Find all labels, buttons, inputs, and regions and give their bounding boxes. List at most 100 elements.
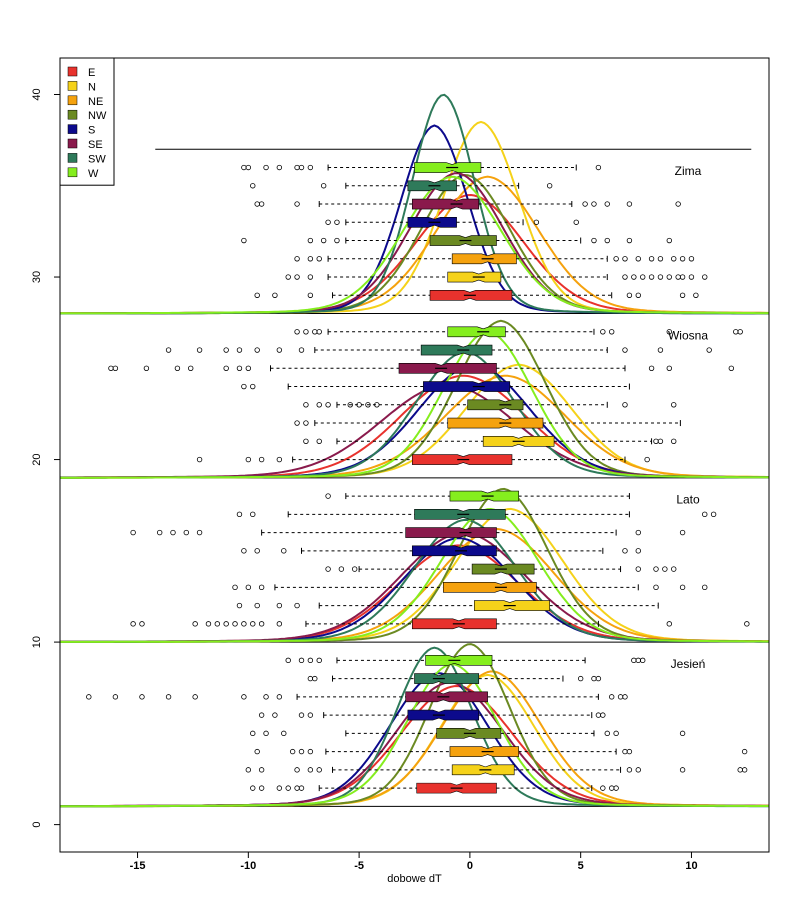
outlier-point xyxy=(622,274,628,280)
outlier-point xyxy=(320,183,327,189)
density-curve-wiosna-w xyxy=(60,330,769,479)
y-tick-label: 40 xyxy=(31,88,43,100)
outlier-point xyxy=(241,621,247,627)
outlier-point xyxy=(671,402,677,408)
outlier-point xyxy=(108,365,114,371)
density-curve-jesień-nw xyxy=(60,643,769,808)
outlier-point xyxy=(196,347,203,353)
outlier-point xyxy=(170,529,176,536)
outlier-point xyxy=(737,329,743,335)
outlier-point xyxy=(613,730,619,737)
outlier-point xyxy=(648,365,655,371)
y-tick-label: 10 xyxy=(31,636,43,648)
outlier-point xyxy=(533,219,540,225)
outlier-point xyxy=(688,256,695,262)
outlier-point xyxy=(294,785,300,791)
outlier-point xyxy=(679,274,686,280)
outlier-point xyxy=(312,329,318,335)
outlier-point xyxy=(285,274,291,280)
outlier-point xyxy=(600,712,606,718)
outlier-point xyxy=(276,694,283,700)
outlier-point xyxy=(675,201,681,207)
outlier-point xyxy=(245,164,252,171)
outlier-point xyxy=(351,566,358,572)
outlier-point xyxy=(276,602,283,609)
outlier-point xyxy=(693,292,699,298)
x-tick-label: 5 xyxy=(578,860,584,872)
outlier-point xyxy=(600,329,606,335)
outlier-point xyxy=(192,621,198,627)
outlier-point xyxy=(294,767,300,773)
outlier-point xyxy=(671,256,677,262)
outlier-point xyxy=(289,748,296,755)
legend-label-sw: SW xyxy=(88,153,106,165)
outlier-point xyxy=(223,621,229,627)
outlier-point xyxy=(157,529,163,536)
y-tick-label: 30 xyxy=(31,271,43,283)
outlier-point xyxy=(702,584,708,591)
outlier-point xyxy=(653,566,659,572)
outlier-point xyxy=(272,292,278,298)
outlier-point xyxy=(303,420,309,426)
outlier-point xyxy=(582,201,588,207)
outlier-point xyxy=(196,456,203,463)
outlier-point xyxy=(165,694,172,700)
outlier-point xyxy=(245,767,252,773)
outlier-point xyxy=(130,621,136,627)
outlier-point xyxy=(657,438,664,445)
outlier-point xyxy=(728,365,735,371)
outlier-point xyxy=(276,456,283,463)
outlier-point xyxy=(591,237,597,244)
outlier-point xyxy=(112,694,119,700)
outlier-point xyxy=(675,274,681,280)
outlier-point xyxy=(635,566,641,572)
outlier-point xyxy=(258,201,265,207)
outlier-point xyxy=(196,529,203,536)
outlier-point xyxy=(666,274,672,280)
outlier-point xyxy=(325,566,331,572)
outlier-point xyxy=(245,365,252,371)
outlier-point xyxy=(631,657,637,664)
outlier-point xyxy=(294,274,300,280)
legend-label-ne: NE xyxy=(88,96,103,108)
outlier-point xyxy=(223,365,229,371)
legend-label-e: E xyxy=(88,67,95,79)
outlier-point xyxy=(325,219,331,225)
box-wiosna-se xyxy=(398,362,497,374)
outlier-point xyxy=(320,237,327,244)
outlier-point xyxy=(258,712,265,718)
outlier-point xyxy=(635,529,641,536)
outlier-point xyxy=(183,529,189,536)
outlier-point xyxy=(635,256,641,262)
x-tick-label: 10 xyxy=(685,860,697,872)
outlier-point xyxy=(688,274,695,280)
box-wiosna-sw xyxy=(420,344,493,356)
outlier-point xyxy=(307,767,314,773)
outlier-point xyxy=(626,748,633,755)
outlier-point xyxy=(139,694,145,700)
legend-label-n: N xyxy=(88,81,96,93)
outlier-point xyxy=(192,694,198,700)
outlier-point xyxy=(653,438,659,445)
outlier-point xyxy=(241,694,247,700)
outlier-point xyxy=(604,201,610,207)
legend-label-nw: NW xyxy=(88,110,107,122)
outlier-point xyxy=(679,292,686,298)
outlier-point xyxy=(325,402,331,408)
outlier-point xyxy=(679,584,686,591)
legend: EN NE NW S SE SW W xyxy=(59,57,115,186)
outlier-point xyxy=(285,657,291,664)
outlier-point xyxy=(307,712,314,718)
outlier-point xyxy=(591,675,597,682)
outlier-point xyxy=(626,292,633,298)
legend-label-w: W xyxy=(88,168,99,180)
outlier-point xyxy=(733,329,739,335)
outlier-point xyxy=(679,529,686,536)
outlier-point xyxy=(613,785,619,791)
outlier-point xyxy=(666,329,672,335)
outlier-point xyxy=(241,383,247,390)
outlier-point xyxy=(281,548,287,554)
outlier-point xyxy=(263,164,269,171)
outlier-point xyxy=(573,219,579,225)
legend-swatch-nw xyxy=(67,109,78,120)
